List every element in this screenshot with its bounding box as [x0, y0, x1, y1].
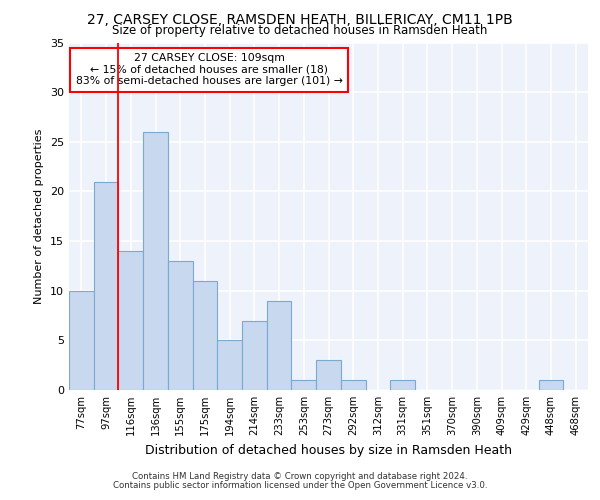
Bar — [242, 320, 267, 390]
Bar — [143, 132, 168, 390]
Text: Size of property relative to detached houses in Ramsden Heath: Size of property relative to detached ho… — [112, 24, 488, 37]
Bar — [118, 251, 143, 390]
Y-axis label: Number of detached properties: Number of detached properties — [34, 128, 44, 304]
Text: Contains HM Land Registry data © Crown copyright and database right 2024.: Contains HM Land Registry data © Crown c… — [132, 472, 468, 481]
Bar — [292, 380, 316, 390]
Bar — [390, 380, 415, 390]
Text: 27 CARSEY CLOSE: 109sqm
← 15% of detached houses are smaller (18)
83% of semi-de: 27 CARSEY CLOSE: 109sqm ← 15% of detache… — [76, 53, 343, 86]
Bar — [316, 360, 341, 390]
Bar — [69, 290, 94, 390]
Bar — [193, 281, 217, 390]
Bar — [341, 380, 365, 390]
Bar — [217, 340, 242, 390]
Bar — [267, 300, 292, 390]
Text: Contains public sector information licensed under the Open Government Licence v3: Contains public sector information licen… — [113, 481, 487, 490]
Bar — [539, 380, 563, 390]
Bar — [94, 182, 118, 390]
X-axis label: Distribution of detached houses by size in Ramsden Heath: Distribution of detached houses by size … — [145, 444, 512, 456]
Bar — [168, 261, 193, 390]
Text: 27, CARSEY CLOSE, RAMSDEN HEATH, BILLERICAY, CM11 1PB: 27, CARSEY CLOSE, RAMSDEN HEATH, BILLERI… — [87, 13, 513, 27]
